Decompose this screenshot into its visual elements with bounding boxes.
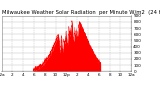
- Text: Milwaukee Weather Solar Radiation  per Minute W/m2  (24 Hours): Milwaukee Weather Solar Radiation per Mi…: [2, 10, 160, 15]
